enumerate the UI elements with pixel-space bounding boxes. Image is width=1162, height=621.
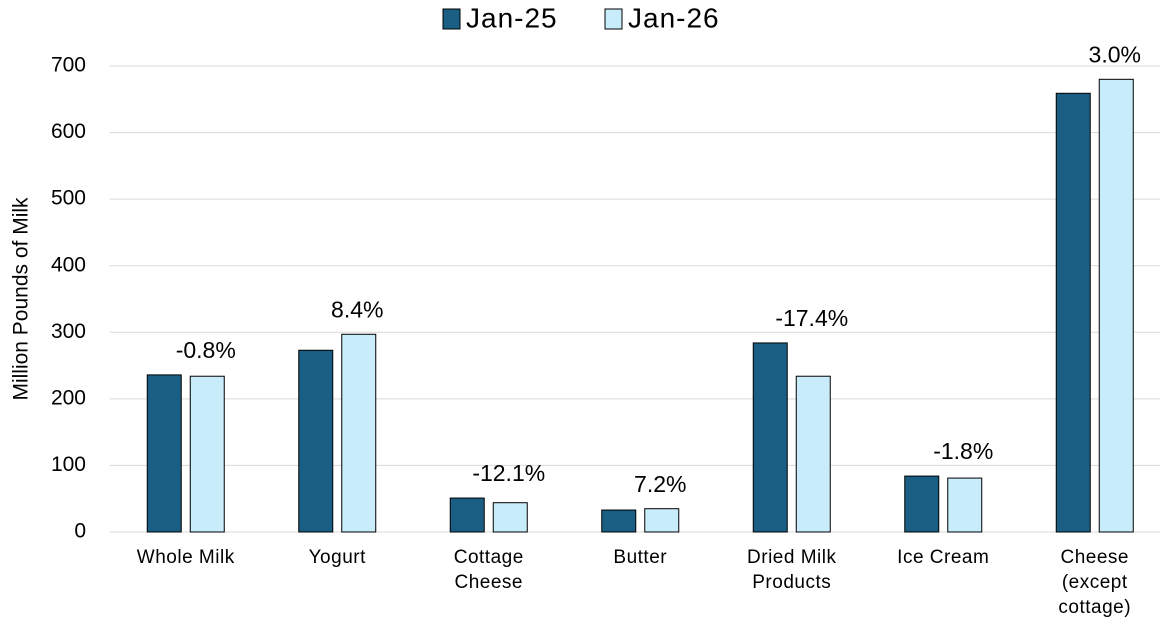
y-tick-label: 700 xyxy=(51,54,86,77)
y-tick-label: 200 xyxy=(51,386,86,409)
y-tick-label: 300 xyxy=(51,320,86,343)
x-tick-label: Whole Milk xyxy=(136,547,235,568)
bar xyxy=(947,477,983,533)
bar xyxy=(492,502,528,533)
y-tick-label: 100 xyxy=(51,453,86,476)
legend-swatch xyxy=(604,8,623,30)
x-tick-label: Cottage Cheese xyxy=(453,547,524,593)
x-tick-label: Yogurt xyxy=(308,547,366,568)
bar xyxy=(449,497,485,533)
y-tick-label: 600 xyxy=(51,120,86,143)
change-label: -17.4% xyxy=(775,305,848,331)
x-tick-label: Dried Milk Products xyxy=(747,547,837,593)
bar xyxy=(1098,78,1134,533)
bar xyxy=(298,349,334,533)
bar xyxy=(752,342,788,533)
legend-label: Jan-26 xyxy=(628,2,720,33)
bar xyxy=(1055,92,1091,533)
bar xyxy=(341,333,377,533)
bar xyxy=(795,375,831,533)
y-tick-label: 0 xyxy=(74,520,86,543)
x-tick-label: Cheese (except cottage) xyxy=(1058,547,1132,618)
y-tick-label: 400 xyxy=(51,253,86,276)
bar xyxy=(189,375,225,533)
change-label: 7.2% xyxy=(634,471,686,497)
y-axis-title: Million Pounds of Milk xyxy=(10,197,33,401)
change-label: -12.1% xyxy=(472,460,545,486)
change-label: -0.8% xyxy=(176,337,236,363)
change-label: -1.8% xyxy=(933,438,993,464)
y-tick-label: 500 xyxy=(51,187,86,210)
change-label: 3.0% xyxy=(1089,41,1141,67)
x-tick-label: Butter xyxy=(613,547,668,568)
legend-swatch xyxy=(442,8,461,30)
change-label: 8.4% xyxy=(331,296,383,322)
x-tick-label: Ice Cream xyxy=(897,547,990,568)
bar xyxy=(146,374,182,533)
bar xyxy=(601,509,637,533)
bar xyxy=(644,508,680,533)
legend-label: Jan-25 xyxy=(466,2,558,33)
bar xyxy=(904,475,940,533)
